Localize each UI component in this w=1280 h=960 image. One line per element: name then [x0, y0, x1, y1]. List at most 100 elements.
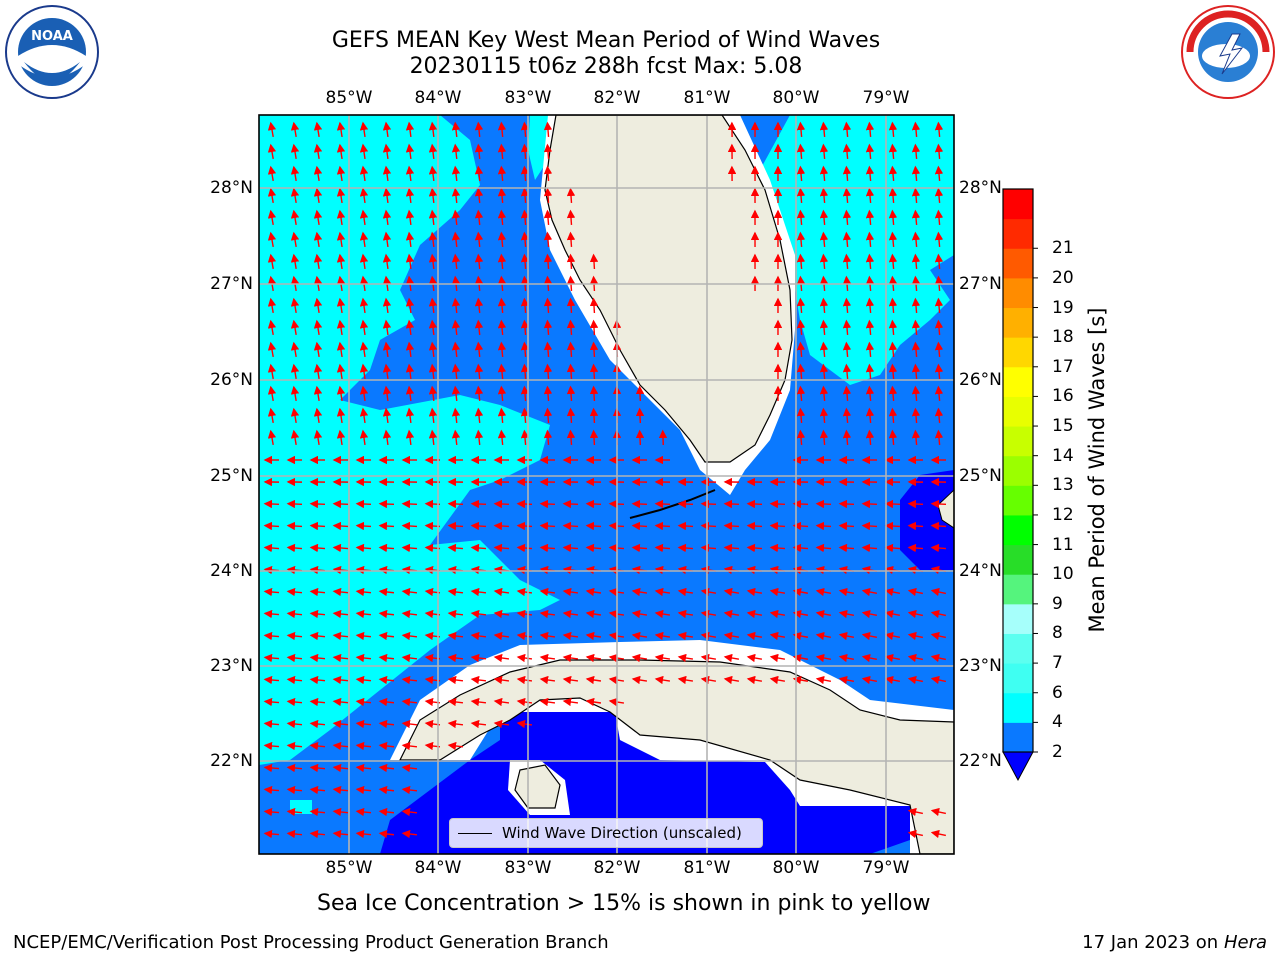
wave-direction-arrow	[378, 719, 395, 729]
wave-direction-arrow	[819, 121, 829, 138]
wave-direction-arrow	[470, 653, 487, 663]
wave-direction-arrow	[819, 297, 829, 314]
colorbar-tick-label: 4	[1052, 712, 1063, 733]
wave-direction-arrow	[332, 829, 349, 839]
wave-direction-arrow	[359, 187, 369, 204]
wave-direction-arrow	[401, 741, 418, 751]
wave-direction-arrow	[470, 521, 487, 531]
wave-direction-arrow	[911, 363, 921, 380]
lat-label-right: 24°N	[959, 561, 1002, 581]
wave-direction-arrow	[286, 587, 303, 597]
wave-direction-arrow	[700, 587, 717, 597]
wave-direction-arrow	[796, 143, 806, 160]
lon-label-bottom: 85°W	[325, 858, 373, 878]
wave-direction-arrow	[286, 807, 303, 817]
wave-direction-arrow	[723, 499, 740, 509]
wave-direction-arrow	[838, 631, 855, 641]
wave-direction-arrow	[654, 543, 671, 553]
wave-direction-arrow	[516, 719, 533, 729]
wave-direction-arrow	[861, 653, 878, 663]
wave-direction-arrow	[493, 653, 510, 663]
colorbar-segment	[1003, 722, 1033, 753]
wave-direction-arrow	[451, 319, 461, 336]
wave-direction-arrow	[286, 631, 303, 641]
wave-direction-arrow	[378, 785, 395, 795]
wave-direction-arrow	[497, 341, 507, 358]
wave-direction-arrow	[447, 631, 464, 641]
wave-direction-arrow	[263, 653, 280, 663]
wave-direction-arrow	[493, 631, 510, 641]
wave-direction-arrow	[838, 587, 855, 597]
wave-direction-arrow	[447, 697, 464, 707]
footer-right: 17 Jan 2023 on Hera	[1082, 932, 1267, 953]
wave-direction-arrow	[861, 499, 878, 509]
wave-direction-arrow	[539, 697, 556, 707]
wave-direction-arrow	[585, 631, 602, 641]
lat-label-left: 28°N	[210, 178, 253, 198]
wave-direction-arrow	[911, 385, 921, 402]
wave-direction-arrow	[631, 587, 648, 597]
wave-direction-arrow	[267, 297, 277, 314]
wave-direction-arrow	[543, 319, 553, 336]
wave-direction-arrow	[355, 675, 372, 685]
wave-direction-arrow	[865, 165, 875, 182]
wave-direction-arrow	[520, 187, 530, 204]
wave-direction-arrow	[566, 231, 576, 248]
wave-direction-arrow	[405, 209, 415, 226]
wave-direction-arrow	[497, 385, 507, 402]
wave-direction-arrow	[470, 675, 487, 685]
wave-direction-arrow	[447, 675, 464, 685]
wave-direction-arrow	[428, 143, 438, 160]
wave-direction-arrow	[355, 543, 372, 553]
wave-direction-arrow	[267, 209, 277, 226]
lon-label-bottom: 82°W	[593, 858, 641, 878]
wave-direction-arrow	[700, 653, 717, 663]
wave-direction-arrow	[405, 187, 415, 204]
wave-direction-arrow	[838, 521, 855, 531]
wave-direction-arrow	[842, 165, 852, 182]
wave-direction-arrow	[746, 653, 763, 663]
sea-ice-note: Sea Ice Concentration > 15% is shown in …	[317, 891, 931, 916]
wave-direction-arrow	[796, 253, 806, 270]
wave-direction-arrow	[562, 675, 579, 685]
wave-direction-arrow	[359, 385, 369, 402]
footer-machine: Hera	[1223, 932, 1267, 953]
wave-direction-arrow	[934, 187, 944, 204]
lat-label-right: 26°N	[959, 370, 1002, 390]
wave-direction-arrow	[470, 609, 487, 619]
wave-direction-arrow	[405, 363, 415, 380]
wave-direction-arrow	[562, 587, 579, 597]
wave-direction-arrow	[907, 829, 923, 839]
wave-direction-arrow	[654, 587, 671, 597]
wave-direction-arrow	[267, 143, 277, 160]
wave-direction-arrow	[930, 499, 947, 509]
wave-direction-arrow	[493, 499, 510, 509]
lon-label-top: 82°W	[593, 88, 641, 108]
wave-direction-arrow	[888, 407, 898, 424]
wave-direction-arrow	[539, 587, 556, 597]
wave-direction-arrow	[451, 429, 461, 446]
wave-direction-arrow	[378, 741, 395, 751]
wave-direction-arrow	[382, 231, 392, 248]
wave-direction-arrow	[911, 121, 921, 138]
colorbar-tick-label: 17	[1052, 356, 1074, 377]
wave-direction-arrow	[474, 297, 484, 314]
wave-direction-arrow	[888, 165, 898, 182]
wave-direction-arrow	[566, 187, 576, 204]
colorbar-segment	[1003, 455, 1033, 486]
wave-direction-arrow	[290, 253, 300, 270]
wave-direction-arrow	[865, 253, 875, 270]
wave-direction-arrow	[838, 609, 855, 619]
wave-direction-arrow	[493, 609, 510, 619]
wave-direction-arrow	[336, 209, 346, 226]
wave-direction-arrow	[865, 187, 875, 204]
wave-direction-arrow	[911, 319, 921, 336]
wave-direction-arrow	[378, 609, 395, 619]
wave-direction-arrow	[516, 697, 533, 707]
wave-direction-arrow	[382, 121, 392, 138]
wave-direction-arrow	[447, 499, 464, 509]
wave-direction-arrow	[382, 341, 392, 358]
wave-direction-arrow	[332, 675, 349, 685]
wave-direction-arrow	[861, 543, 878, 553]
